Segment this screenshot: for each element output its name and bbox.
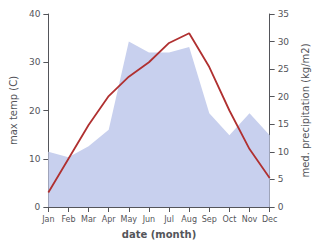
svg-text:Aug: Aug [181,215,197,224]
svg-text:0: 0 [278,202,284,212]
svg-text:Mar: Mar [81,215,97,224]
svg-text:10: 10 [29,154,41,164]
svg-text:25: 25 [278,64,289,74]
svg-text:med. precipitation (kg/m2): med. precipitation (kg/m2) [300,43,311,177]
svg-text:15: 15 [278,119,289,129]
svg-text:40: 40 [29,9,41,19]
svg-text:35: 35 [278,9,289,19]
svg-text:10: 10 [278,147,290,157]
svg-text:Jun: Jun [142,215,156,224]
svg-text:5: 5 [278,174,284,184]
svg-text:Sep: Sep [202,215,217,224]
svg-text:30: 30 [278,37,290,47]
svg-text:Dec: Dec [262,215,277,224]
svg-text:Oct: Oct [222,215,236,224]
svg-text:20: 20 [278,92,290,102]
svg-text:Apr: Apr [102,215,117,224]
svg-text:0: 0 [35,202,41,212]
svg-text:20: 20 [29,106,41,116]
svg-text:May: May [121,215,138,224]
svg-text:30: 30 [29,57,41,67]
svg-text:Feb: Feb [61,215,75,224]
svg-text:max temp (C): max temp (C) [8,76,19,145]
svg-text:Jan: Jan [41,215,54,224]
svg-text:date (month): date (month) [122,229,196,240]
svg-text:Nov: Nov [242,215,258,224]
svg-text:Jul: Jul [163,215,174,224]
